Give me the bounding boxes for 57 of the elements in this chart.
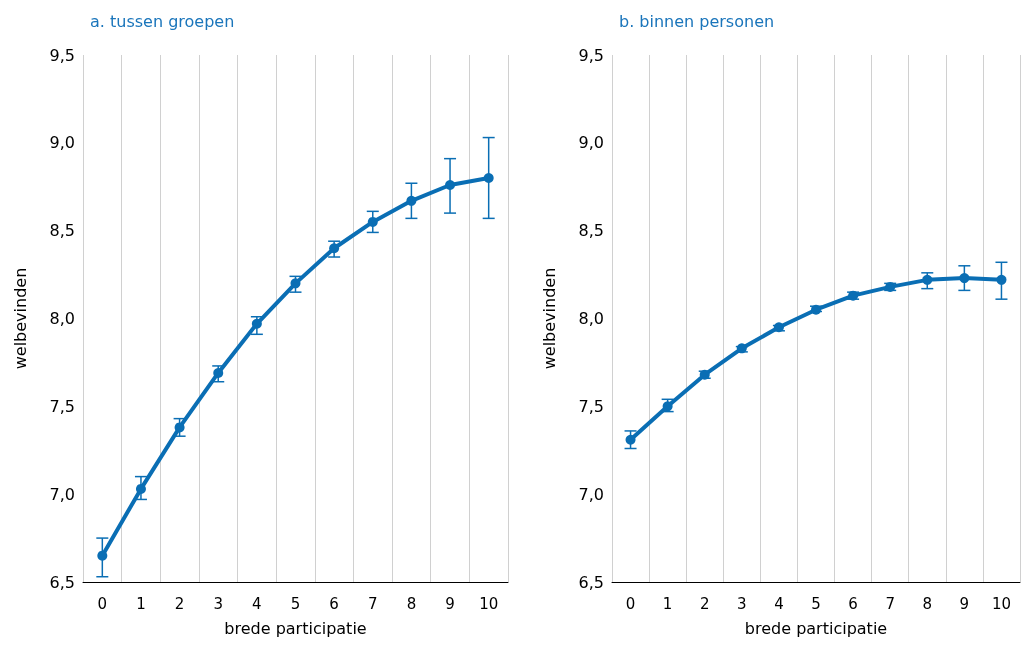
x-tick-label: 9: [445, 594, 455, 613]
chart-title: b. binnen personen: [619, 11, 775, 31]
x-tick-label: 8: [922, 594, 933, 613]
point: [959, 273, 970, 284]
x-tick-label: 1: [136, 594, 146, 613]
x-tick-label: 0: [97, 594, 108, 613]
y-tick-label: 8,5: [49, 221, 75, 241]
x-tick-label: 3: [737, 594, 747, 613]
y-tick-label: 7,0: [578, 484, 604, 504]
x-tick-label: 5: [811, 594, 821, 613]
x-tick-label: 6: [329, 594, 339, 613]
x-axis-title: brede participatie: [224, 618, 367, 638]
point: [625, 434, 636, 445]
point: [483, 172, 494, 183]
y-tick-label: 9,0: [578, 133, 604, 153]
x-tick-label: 10: [991, 594, 1011, 613]
y-tick-label: 7,5: [49, 396, 75, 416]
y-tick-label: 8,0: [578, 309, 604, 328]
x-tick-label: 4: [252, 594, 262, 613]
y-tick-label: 6,5: [49, 572, 75, 592]
point: [367, 216, 378, 227]
point: [290, 278, 301, 289]
x-axis-title: brede participatie: [744, 618, 888, 638]
point: [922, 274, 933, 285]
y-tick-label: 8,0: [49, 309, 75, 328]
point: [174, 422, 185, 433]
x-tick-label: 5: [290, 594, 301, 613]
point: [213, 367, 224, 378]
y-tick-label: 9,5: [578, 45, 604, 65]
x-tick-label: 9: [959, 594, 970, 613]
y-tick-label: 9,5: [49, 45, 75, 65]
x-tick-label: 10: [479, 594, 499, 613]
point: [97, 550, 108, 561]
y-tick-label: 9,0: [49, 133, 75, 153]
y-tick-label: 8,5: [578, 221, 604, 241]
x-tick-label: 1: [662, 594, 673, 613]
x-tick-label: 2: [174, 594, 185, 613]
y-tick-label: 7,0: [49, 484, 75, 504]
x-tick-label: 8: [406, 594, 417, 613]
point: [329, 243, 340, 254]
point: [406, 195, 417, 206]
x-tick-label: 6: [848, 594, 858, 613]
y-axis-title: welbevinden: [10, 267, 30, 370]
x-tick-label: 3: [213, 594, 223, 613]
x-tick-label: 4: [774, 594, 784, 613]
point: [251, 318, 262, 329]
y-tick-label: 6,5: [578, 572, 604, 592]
y-axis-title: welbevinden: [539, 267, 559, 370]
x-tick-label: 2: [699, 594, 710, 613]
point: [445, 180, 456, 190]
chart-title: a. tussen groepen: [90, 11, 235, 31]
y-tick-label: 7,5: [578, 396, 604, 416]
point: [996, 274, 1007, 285]
x-tick-label: 7: [368, 594, 378, 613]
x-tick-label: 7: [885, 594, 895, 613]
x-tick-label: 0: [625, 594, 636, 613]
point: [135, 483, 146, 494]
